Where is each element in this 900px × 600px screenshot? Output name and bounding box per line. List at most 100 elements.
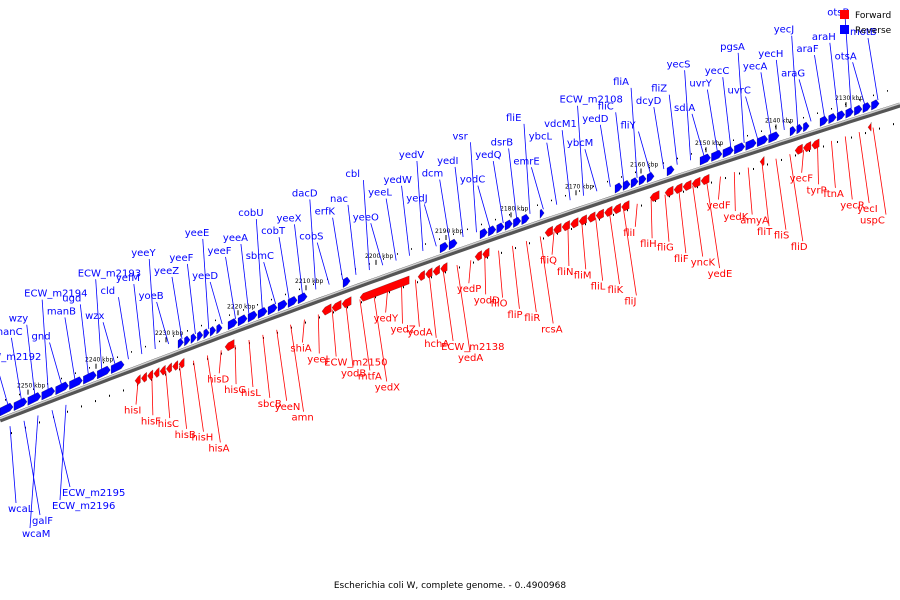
label-leader <box>317 314 320 354</box>
forward-gene-arrow <box>691 176 701 188</box>
tick-label: 2210 kbp <box>295 278 323 285</box>
minor-tick <box>201 324 202 327</box>
reverse-gene-label: dcm <box>422 169 444 180</box>
minor-tick <box>375 296 376 299</box>
forward-gene-arrow <box>570 217 579 229</box>
reverse-gene-arrow <box>27 392 42 406</box>
axis-line <box>0 102 900 423</box>
minor-tick <box>369 263 370 265</box>
minor-tick <box>649 166 650 169</box>
forward-gene-label: yedA <box>458 353 483 364</box>
reverse-gene-label: yedI <box>437 156 458 167</box>
label-leader <box>498 250 503 298</box>
label-leader <box>664 194 670 242</box>
forward-gene-arrow <box>432 264 440 276</box>
label-leader <box>867 37 879 101</box>
forward-gene-label: fliP <box>507 310 522 321</box>
forward-gene-arrow <box>134 374 141 385</box>
minor-tick <box>487 256 488 259</box>
reverse-gene-label: motB <box>850 27 877 38</box>
label-leader <box>290 324 304 412</box>
reverse-gene-arrow <box>836 110 846 122</box>
reverse-gene-arrow <box>828 113 837 124</box>
reverse-gene-arrow <box>819 115 828 127</box>
forward-gene-arrow <box>224 339 235 352</box>
reverse-gene-arrow <box>247 310 258 323</box>
minor-tick <box>747 134 748 137</box>
reverse-gene-label: sdiA <box>674 103 695 114</box>
minor-tick <box>781 158 782 161</box>
reverse-gene-arrow <box>539 208 545 219</box>
label-leader <box>634 203 638 227</box>
forward-gene-label: amn <box>292 413 314 424</box>
reverse-gene-arrow <box>216 323 223 335</box>
minor-tick <box>627 209 628 212</box>
minor-tick <box>39 421 40 424</box>
label-leader <box>775 59 785 131</box>
reverse-gene-arrow <box>862 102 871 113</box>
forward-gene-label: fliR <box>524 313 540 324</box>
reverse-gene-label: ugd <box>62 293 81 304</box>
forward-gene-label: yeeJ <box>307 355 328 366</box>
reverse-gene-label: wcaL <box>8 504 34 515</box>
reverse-gene-label: nac <box>330 194 348 205</box>
minor-tick <box>109 394 110 397</box>
forward-gene-arrow <box>578 214 587 226</box>
minor-tick <box>739 172 740 175</box>
label-leader <box>385 289 389 313</box>
forward-gene-arrow <box>604 205 613 217</box>
forward-gene-label: yedX <box>375 383 400 394</box>
reverse-gene-label: yeeY <box>131 248 156 259</box>
forward-gene-label: sbcB <box>258 399 282 410</box>
minor-tick <box>95 400 96 403</box>
label-leader <box>414 279 420 327</box>
reverse-gene-label: ECW_m2195 <box>62 488 125 499</box>
reverse-gene-label: yeeA <box>223 233 248 244</box>
minor-tick <box>257 304 258 306</box>
minor-tick <box>229 314 230 316</box>
minor-tick <box>417 281 418 284</box>
reverse-gene-arrow <box>666 165 675 177</box>
forward-gene-label: hisC <box>158 419 179 430</box>
minor-tick <box>789 121 790 123</box>
reverse-gene-label: manB <box>47 306 76 317</box>
forward-legend-swatch <box>840 10 849 19</box>
forward-gene-label: yodA <box>407 328 432 339</box>
forward-gene-label: yedK <box>723 212 748 223</box>
forward-gene-label: hisA <box>208 443 229 454</box>
minor-tick <box>851 136 852 139</box>
label-leader <box>852 62 865 105</box>
reverse-gene-arrow <box>448 238 458 251</box>
reverse-gene-arrow <box>803 121 810 133</box>
minor-tick <box>683 190 684 193</box>
reverse-gene-label: yeeF <box>208 246 232 257</box>
label-leader <box>79 304 89 375</box>
forward-gene-arrow <box>359 275 410 302</box>
reverse-gene-label: yodC <box>460 175 485 186</box>
label-leader <box>615 112 625 183</box>
label-leader <box>668 94 678 165</box>
label-leader <box>492 160 504 224</box>
label-leader <box>135 381 139 405</box>
forward-gene-arrow <box>561 220 570 232</box>
minor-tick <box>19 393 20 396</box>
reverse-gene-label: fliY <box>620 120 636 131</box>
reverse-gene-arrow <box>227 318 238 330</box>
forward-gene-label: fliH <box>640 239 657 250</box>
label-leader <box>294 224 303 295</box>
label-leader <box>761 163 770 227</box>
reverse-gene-arrow <box>41 386 55 401</box>
forward-gene-label: uspC <box>860 216 885 227</box>
reverse-gene-label: araG <box>781 68 805 79</box>
minor-tick <box>5 399 6 401</box>
reverse-gene-arrow <box>711 149 723 162</box>
label-leader <box>248 339 254 388</box>
genome-axis <box>0 102 900 423</box>
label-leader <box>10 337 22 400</box>
label-leader <box>691 113 705 157</box>
label-leader <box>653 106 665 170</box>
label-leader <box>531 167 544 210</box>
label-leader <box>477 185 491 228</box>
label-leader <box>454 166 464 237</box>
